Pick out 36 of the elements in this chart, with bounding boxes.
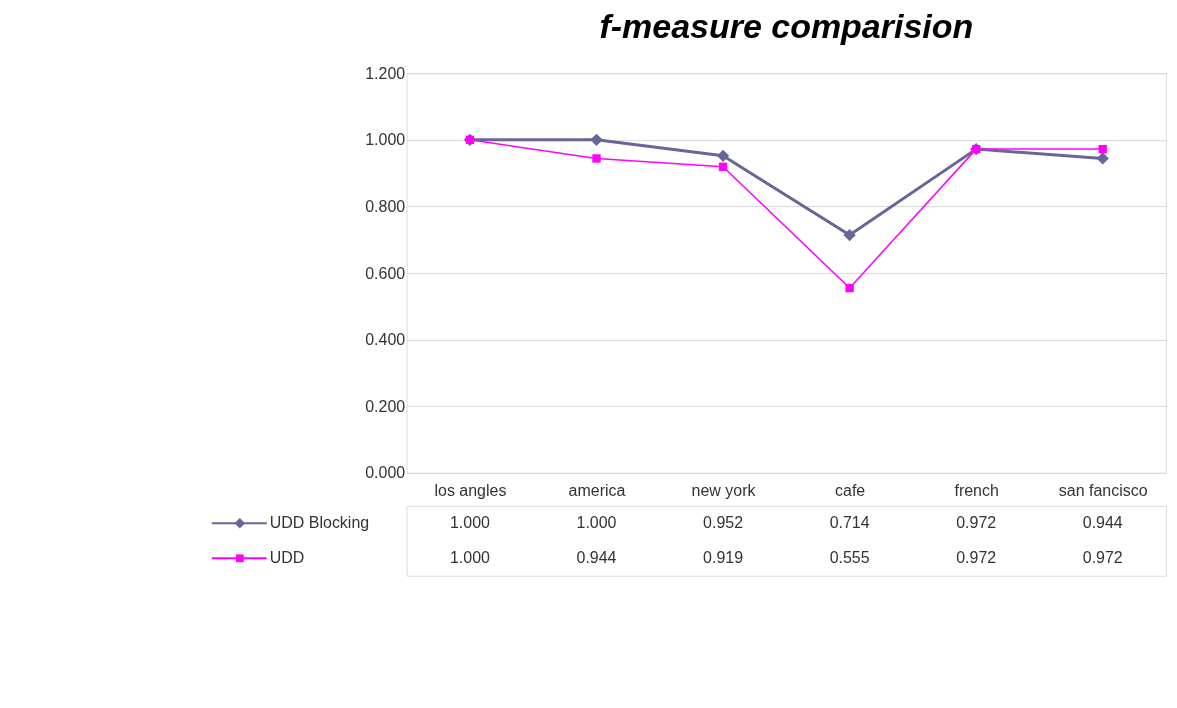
point bbox=[716, 149, 730, 162]
point bbox=[1096, 152, 1109, 165]
point bbox=[592, 154, 601, 163]
y-tick-label: 1.200 bbox=[365, 64, 406, 82]
data-label: 1.000 bbox=[449, 514, 491, 532]
data-label: 0.972 bbox=[1082, 549, 1123, 567]
y-tick-label: 0.200 bbox=[365, 397, 406, 415]
data-label: 0.944 bbox=[576, 549, 617, 567]
chart-title: f-measure comparision bbox=[599, 7, 974, 46]
data-label: 0.714 bbox=[829, 514, 870, 532]
data-label: 1.000 bbox=[449, 549, 491, 567]
x-tick-label: new york bbox=[691, 482, 756, 500]
data-label: 0.555 bbox=[829, 549, 870, 567]
point bbox=[590, 133, 603, 146]
point bbox=[1098, 144, 1107, 154]
x-tick-label: los angles bbox=[434, 482, 507, 500]
x-tick-label: french bbox=[954, 482, 999, 500]
data-label: 0.952 bbox=[703, 514, 744, 532]
x-tick-label: san fancisco bbox=[1058, 482, 1148, 500]
data-label: 0.919 bbox=[703, 549, 744, 567]
legend-label: UDD Blocking bbox=[269, 514, 370, 532]
data-label: 0.944 bbox=[1082, 514, 1123, 532]
y-tick-label: 0.000 bbox=[365, 464, 406, 482]
x-tick-label: cafe bbox=[835, 482, 866, 500]
legend-label: UDD bbox=[269, 549, 305, 567]
point bbox=[718, 162, 728, 171]
y-tick-label: 0.600 bbox=[365, 264, 406, 282]
x-tick-label: america bbox=[568, 482, 626, 500]
y-tick-label: 0.800 bbox=[365, 197, 406, 215]
data-label: 1.000 bbox=[576, 514, 617, 532]
point bbox=[845, 283, 854, 293]
y-tick-label: 0.400 bbox=[365, 331, 406, 349]
y-tick-label: 1.000 bbox=[365, 131, 406, 149]
point bbox=[843, 228, 856, 242]
data-label: 0.972 bbox=[956, 514, 997, 532]
data-label: 0.972 bbox=[956, 549, 997, 567]
